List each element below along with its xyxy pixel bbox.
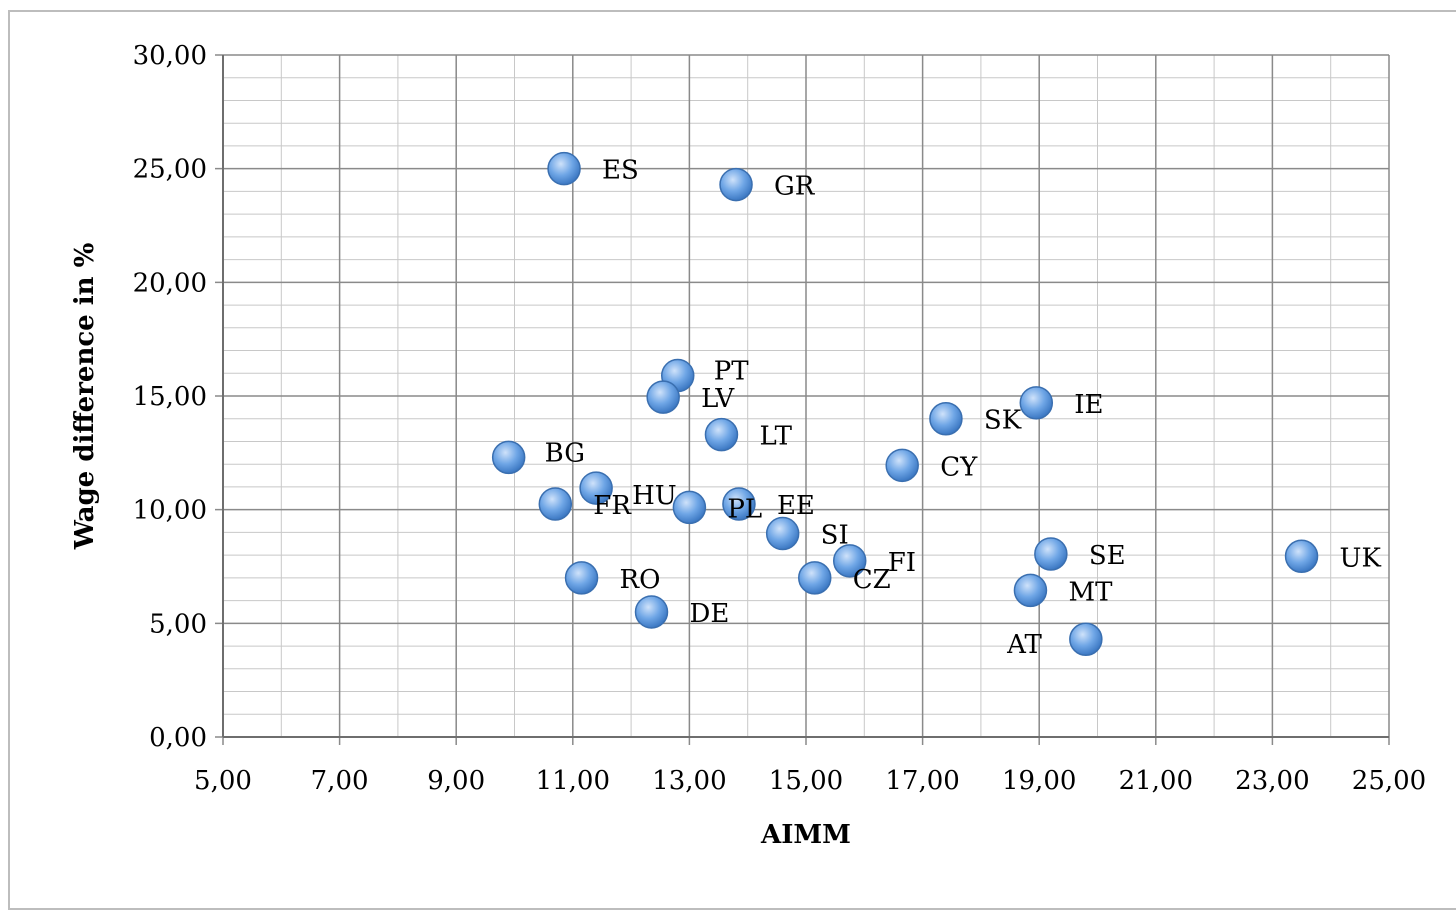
data-point-es	[547, 151, 581, 186]
y-tick-label: 30,00	[133, 41, 207, 71]
point-label-uk: UK	[1340, 543, 1382, 573]
point-label-hu: HU	[632, 481, 677, 511]
x-axis-title: AIMM	[760, 820, 851, 850]
point-label-sk: SK	[984, 406, 1022, 436]
data-point-lv	[646, 380, 680, 414]
x-tick-label: 21,00	[1119, 766, 1193, 796]
x-tick-labels: 5,00 7,00 9,00 11,00 13,00 15,00 17,00 19,00 21,…	[194, 766, 1426, 796]
data-point-de	[634, 595, 669, 629]
point-label-ee: EE	[777, 491, 815, 521]
data-point-fi	[832, 544, 867, 578]
data-point-pl	[672, 490, 707, 525]
x-tick-label: 9,00	[427, 766, 485, 796]
x-tick-label: 25,00	[1352, 766, 1426, 796]
data-point-cz	[797, 561, 832, 595]
data-points	[491, 151, 1319, 656]
point-label-de: DE	[690, 599, 730, 629]
point-label-fi: FI	[888, 548, 916, 578]
point-label-es: ES	[602, 156, 639, 186]
data-point-uk	[1284, 539, 1319, 574]
data-point-cy	[885, 448, 919, 483]
data-point-sk	[929, 401, 963, 436]
y-tick-label: 10,00	[133, 496, 207, 526]
data-point-ie	[1019, 386, 1054, 420]
x-tick-label: 23,00	[1235, 766, 1309, 796]
chart-frame	[8, 10, 1456, 910]
point-label-at: AT	[1006, 630, 1042, 660]
data-point-mt	[1013, 573, 1048, 608]
data-point-bg	[491, 440, 526, 475]
data-point-gr	[719, 167, 753, 202]
data-point-se	[1034, 537, 1068, 571]
x-tick-label: 17,00	[885, 766, 959, 796]
point-label-mt: MT	[1068, 577, 1113, 607]
y-tick-labels: 0,00 5,00 10,00 15,00 20,00 25,00 30,00	[133, 41, 207, 753]
point-label-se: SE	[1089, 541, 1126, 571]
point-label-fr: FR	[593, 491, 632, 521]
point-label-cy: CY	[940, 452, 978, 482]
y-tick-label: 15,00	[133, 382, 207, 412]
x-tick-label: 15,00	[769, 766, 843, 796]
data-point-lt	[704, 417, 739, 452]
y-tick-label: 5,00	[149, 609, 207, 639]
point-label-ro: RO	[620, 565, 661, 595]
data-point-ee	[722, 487, 756, 521]
x-tick-label: 13,00	[652, 766, 726, 796]
data-point-si	[765, 516, 800, 551]
y-tick-label: 25,00	[133, 155, 207, 185]
point-label-lt: LT	[759, 422, 792, 452]
point-label-ie: IE	[1074, 390, 1103, 420]
x-tick-label: 11,00	[536, 766, 610, 796]
data-point-hu	[579, 471, 613, 505]
point-label-bg: BG	[545, 438, 585, 468]
point-label-gr: GR	[774, 172, 816, 202]
axes	[222, 55, 1389, 738]
x-tick-label: 5,00	[194, 766, 252, 796]
point-label-si: SI	[821, 521, 849, 551]
data-point-ro	[564, 561, 599, 595]
y-axis-title: Wage difference in %	[70, 242, 100, 550]
x-tick-label: 7,00	[311, 766, 369, 796]
point-label-pt: PT	[714, 357, 749, 387]
y-tick-label: 0,00	[149, 723, 207, 753]
y-tick-label: 20,00	[133, 268, 207, 298]
point-label-pl: PL	[727, 494, 762, 524]
x-tick-label: 19,00	[1002, 766, 1076, 796]
point-label-lv: LV	[701, 384, 735, 414]
point-label-cz: CZ	[853, 565, 891, 595]
major-gridlines	[215, 54, 1390, 745]
data-point-at	[1069, 622, 1103, 656]
data-point-fr	[538, 487, 573, 521]
